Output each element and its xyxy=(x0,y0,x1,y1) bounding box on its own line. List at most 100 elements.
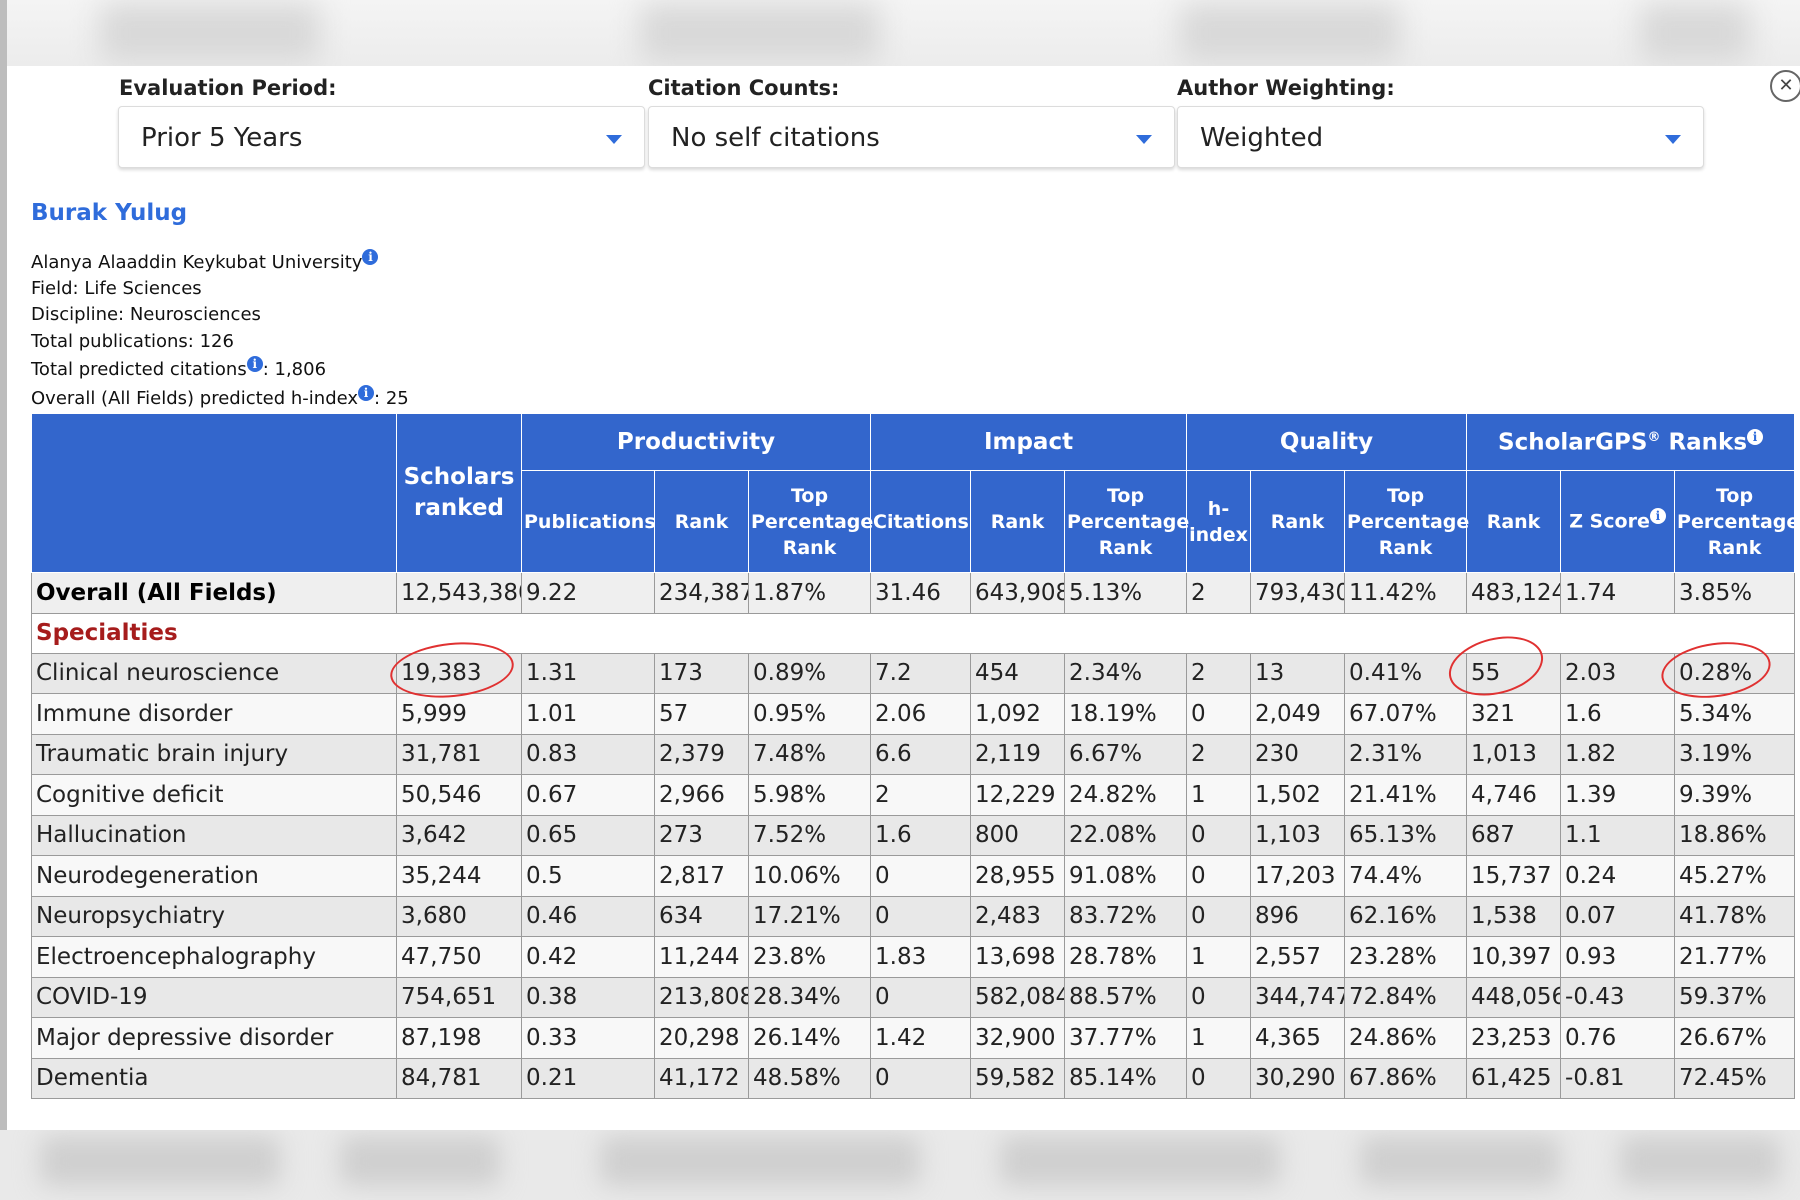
table-cell: 50,546 xyxy=(396,774,522,816)
header-top-percentage-rank: Top Percentage Rank xyxy=(1344,470,1469,573)
table-cell: 3,642 xyxy=(396,814,522,856)
table-cell: 1.31 xyxy=(521,652,655,694)
specialty-name-cell: Clinical neuroscience xyxy=(31,652,397,694)
table-cell: 0.93 xyxy=(1560,936,1676,978)
table-cell: 6.67% xyxy=(1063,733,1188,775)
table-cell: 0.67 xyxy=(521,774,655,816)
table-cell: 1,013 xyxy=(1466,733,1562,775)
table-cell: 2,119 xyxy=(970,733,1065,775)
table-cell: 0 xyxy=(870,976,971,1018)
table-cell: 1.39 xyxy=(1560,774,1676,816)
table-cell: 0.41% xyxy=(1344,652,1468,694)
table-cell: 5.98% xyxy=(748,774,871,816)
table-cell: 1.87% xyxy=(748,572,871,614)
table-cell: 643,908 xyxy=(970,572,1065,614)
table-cell: 61,425 xyxy=(1466,1057,1562,1099)
total-citations-value: : 1,806 xyxy=(262,359,327,380)
table-cell: 26.14% xyxy=(748,1017,871,1059)
table-cell: 2 xyxy=(870,774,971,816)
table-cell: 10,397 xyxy=(1466,936,1562,978)
chevron-down-icon xyxy=(1136,135,1152,144)
overall-row: Overall (All Fields) 12,543,380 9.22 234,38… xyxy=(31,572,1796,614)
citation-counts-select[interactable]: No self citations xyxy=(648,106,1175,168)
table-cell: 18.19% xyxy=(1063,693,1188,735)
info-icon[interactable]: i xyxy=(358,385,375,401)
table-cell: 24.86% xyxy=(1344,1017,1468,1059)
table-cell: 4,365 xyxy=(1250,1017,1346,1059)
background-left-edge xyxy=(0,0,7,1200)
table-cell: 754,651 xyxy=(396,976,522,1018)
table-cell: 7.2 xyxy=(870,652,971,694)
table-cell: 55 xyxy=(1466,652,1562,694)
specialty-name-cell: Traumatic brain injury xyxy=(31,733,397,775)
table-cell: 0.24 xyxy=(1560,855,1676,897)
table-cell: 65.13% xyxy=(1344,814,1468,856)
table-cell: 19,383 xyxy=(396,652,522,694)
info-icon[interactable]: i xyxy=(362,249,379,265)
table-row: Electroencephalography 47,750 0.42 11,244 23… xyxy=(31,936,1796,978)
table-cell: 0.21 xyxy=(521,1057,655,1099)
specialty-name-cell: Major depressive disorder xyxy=(31,1017,397,1059)
table-cell: 72.84% xyxy=(1344,976,1468,1018)
table-cell: 1.42 xyxy=(870,1017,971,1059)
specialty-name-cell: Dementia xyxy=(31,1057,397,1099)
table-cell: 88.57% xyxy=(1063,976,1188,1018)
table-cell: 2 xyxy=(1186,652,1252,694)
institution-text: Alanya Alaaddin Keykubat University xyxy=(31,252,363,273)
info-icon[interactable]: i xyxy=(1747,428,1764,445)
table-cell: 47,750 xyxy=(396,936,522,978)
table-cell: 67.07% xyxy=(1344,693,1468,735)
table-cell: -0.81 xyxy=(1560,1057,1676,1099)
table-cell: 20,298 xyxy=(654,1017,749,1059)
table-cell: 0 xyxy=(870,1057,971,1099)
author-name-link[interactable]: Burak Yulug xyxy=(31,200,188,226)
table-cell: 2.31% xyxy=(1344,733,1468,775)
table-cell: 1 xyxy=(1186,774,1252,816)
table-cell: 1.01 xyxy=(521,693,655,735)
scholargps-brand: ScholarGPS xyxy=(1498,429,1648,456)
table-cell: 1.83 xyxy=(870,936,971,978)
table-cell: 448,056 xyxy=(1466,976,1562,1018)
table-cell: 4,746 xyxy=(1466,774,1562,816)
table-cell: 17,203 xyxy=(1250,855,1346,897)
header-scholars-ranked: Scholars ranked xyxy=(396,413,522,573)
table-cell: 11,244 xyxy=(654,936,749,978)
table-cell: 28.78% xyxy=(1063,936,1188,978)
table-cell: 0.89% xyxy=(748,652,871,694)
info-icon[interactable]: i xyxy=(246,356,263,372)
registered-mark: ® xyxy=(1647,429,1661,445)
table-cell: 2.06 xyxy=(870,693,971,735)
table-cell: 84,781 xyxy=(396,1057,522,1099)
evaluation-period-select[interactable]: Prior 5 Years xyxy=(118,106,645,168)
table-cell: 87,198 xyxy=(396,1017,522,1059)
table-cell: 0.65 xyxy=(521,814,655,856)
table-cell: 0 xyxy=(870,855,971,897)
header-impact: Impact xyxy=(869,413,1188,471)
table-cell: 321 xyxy=(1466,693,1562,735)
header-publications: Publications xyxy=(521,470,656,573)
header-rank: Rank xyxy=(1466,470,1562,573)
table-cell: 45.27% xyxy=(1674,855,1796,897)
table-cell: 0.38 xyxy=(521,976,655,1018)
table-cell: 59,582 xyxy=(970,1057,1065,1099)
table-cell: 35,244 xyxy=(396,855,522,897)
table-row: Clinical neuroscience 19,383 1.31 173 0.89% 7… xyxy=(31,652,1796,694)
chevron-down-icon xyxy=(1665,135,1681,144)
table-cell: 0.28% xyxy=(1674,652,1796,694)
table-cell: 5,999 xyxy=(396,693,522,735)
table-cell: 32,900 xyxy=(970,1017,1065,1059)
table-cell: 21.77% xyxy=(1674,936,1796,978)
table-cell: 21.41% xyxy=(1344,774,1468,816)
close-icon[interactable]: ✕ xyxy=(1770,70,1800,102)
table-cell: 3,680 xyxy=(396,895,522,937)
header-rank: Rank xyxy=(654,470,749,573)
info-icon[interactable]: i xyxy=(1649,508,1666,525)
table-cell: -0.43 xyxy=(1560,976,1676,1018)
ranks-table: Scholars ranked Productivity Impact Qual… xyxy=(30,413,1799,1099)
header-quality: Quality xyxy=(1186,413,1468,471)
author-weighting-select[interactable]: Weighted xyxy=(1177,106,1704,168)
table-cell: 24.82% xyxy=(1063,774,1188,816)
table-cell: 28,955 xyxy=(970,855,1065,897)
table-row: Neurodegeneration 35,244 0.5 2,817 10.06% 0 28… xyxy=(31,855,1796,897)
table-cell: 1,502 xyxy=(1250,774,1346,816)
